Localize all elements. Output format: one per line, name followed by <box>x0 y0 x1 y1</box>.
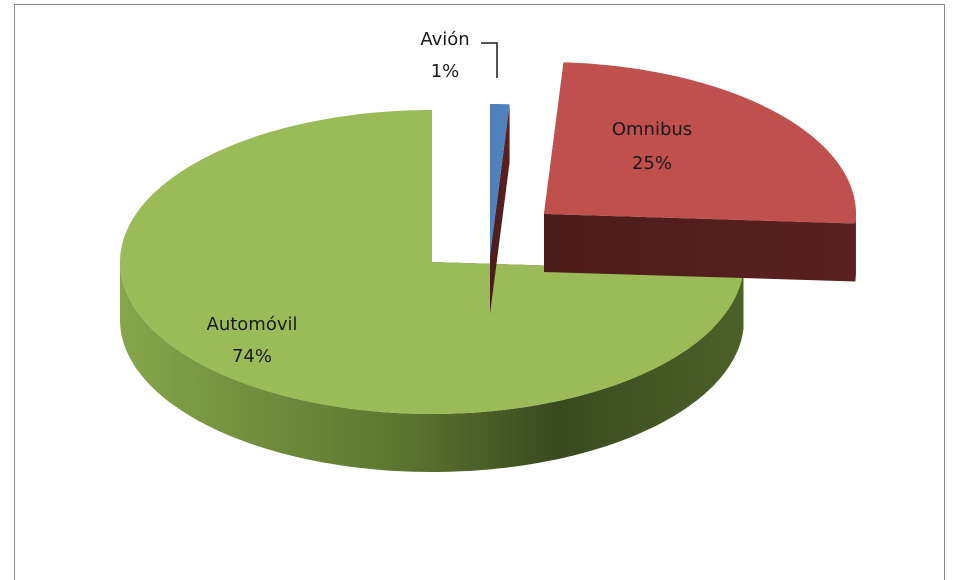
slice-value-label: 74% <box>232 346 272 367</box>
slice-cut-face <box>490 104 510 314</box>
plot-area <box>120 62 856 472</box>
slice-value-label: 1% <box>431 61 460 82</box>
slice-label: Automóvil <box>207 314 298 335</box>
leader-line <box>481 42 498 78</box>
slice-side <box>855 214 856 282</box>
slice-label: Avión <box>420 29 469 50</box>
slice-label: Omnibus <box>612 119 692 140</box>
pie-slice <box>120 110 744 414</box>
slice-side <box>120 262 744 472</box>
pie-slice <box>544 62 856 224</box>
slice-value-label: 25% <box>632 153 672 174</box>
pie-slice <box>490 104 510 256</box>
slice-cut-face <box>544 214 856 282</box>
chart-frame <box>14 4 945 580</box>
